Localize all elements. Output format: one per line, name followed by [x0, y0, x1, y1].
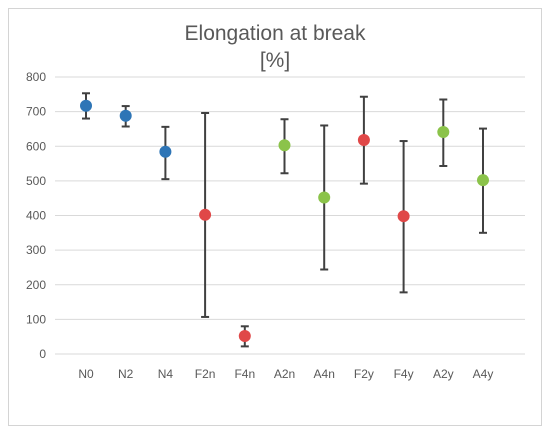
- chart-title-unit: [%]: [259, 49, 291, 72]
- data-point: [437, 126, 450, 139]
- data-points: [80, 99, 489, 342]
- x-tick-label: N0: [78, 367, 94, 381]
- y-tick-label: 800: [26, 70, 46, 84]
- x-tick-label: N2: [118, 367, 134, 381]
- data-point: [318, 191, 331, 204]
- x-tick-label: F2y: [354, 367, 374, 381]
- x-tick-label: A4y: [473, 367, 494, 381]
- data-point: [119, 109, 132, 122]
- y-tick-label: 200: [26, 278, 46, 292]
- gridlines: [55, 76, 525, 355]
- x-tick-label: A2n: [274, 367, 295, 381]
- chart-title: Elongation at break: [184, 22, 366, 45]
- x-tick-label: F4n: [234, 367, 255, 381]
- data-point: [477, 174, 489, 187]
- y-tick-label: 700: [26, 105, 46, 119]
- y-tick-label: 500: [26, 174, 46, 188]
- data-point: [238, 329, 251, 342]
- y-tick-label: 600: [26, 139, 46, 153]
- data-point: [199, 208, 212, 221]
- y-tick-label: 300: [26, 243, 46, 257]
- chart-frame: [8, 8, 542, 426]
- data-point: [278, 139, 291, 152]
- data-point: [80, 99, 92, 112]
- x-tick-label: N4: [158, 367, 174, 381]
- x-axis-ticks: N0 N2 N4 F2n F4n A2n A4n F2y F4y A2y A4y: [78, 367, 493, 381]
- data-point: [159, 145, 172, 158]
- y-axis-ticks: 0 100 200 300 400 500 600 700 800: [26, 70, 46, 361]
- data-point: [397, 210, 410, 223]
- error-bars: [82, 92, 487, 348]
- y-tick-label: 100: [26, 312, 46, 326]
- y-tick-label: 400: [26, 209, 46, 223]
- x-tick-label: F2n: [195, 367, 216, 381]
- x-tick-label: F4y: [394, 367, 414, 381]
- data-point: [357, 134, 370, 147]
- x-tick-label: A2y: [433, 367, 454, 381]
- y-tick-label: 0: [39, 347, 46, 361]
- x-tick-label: A4n: [314, 367, 335, 381]
